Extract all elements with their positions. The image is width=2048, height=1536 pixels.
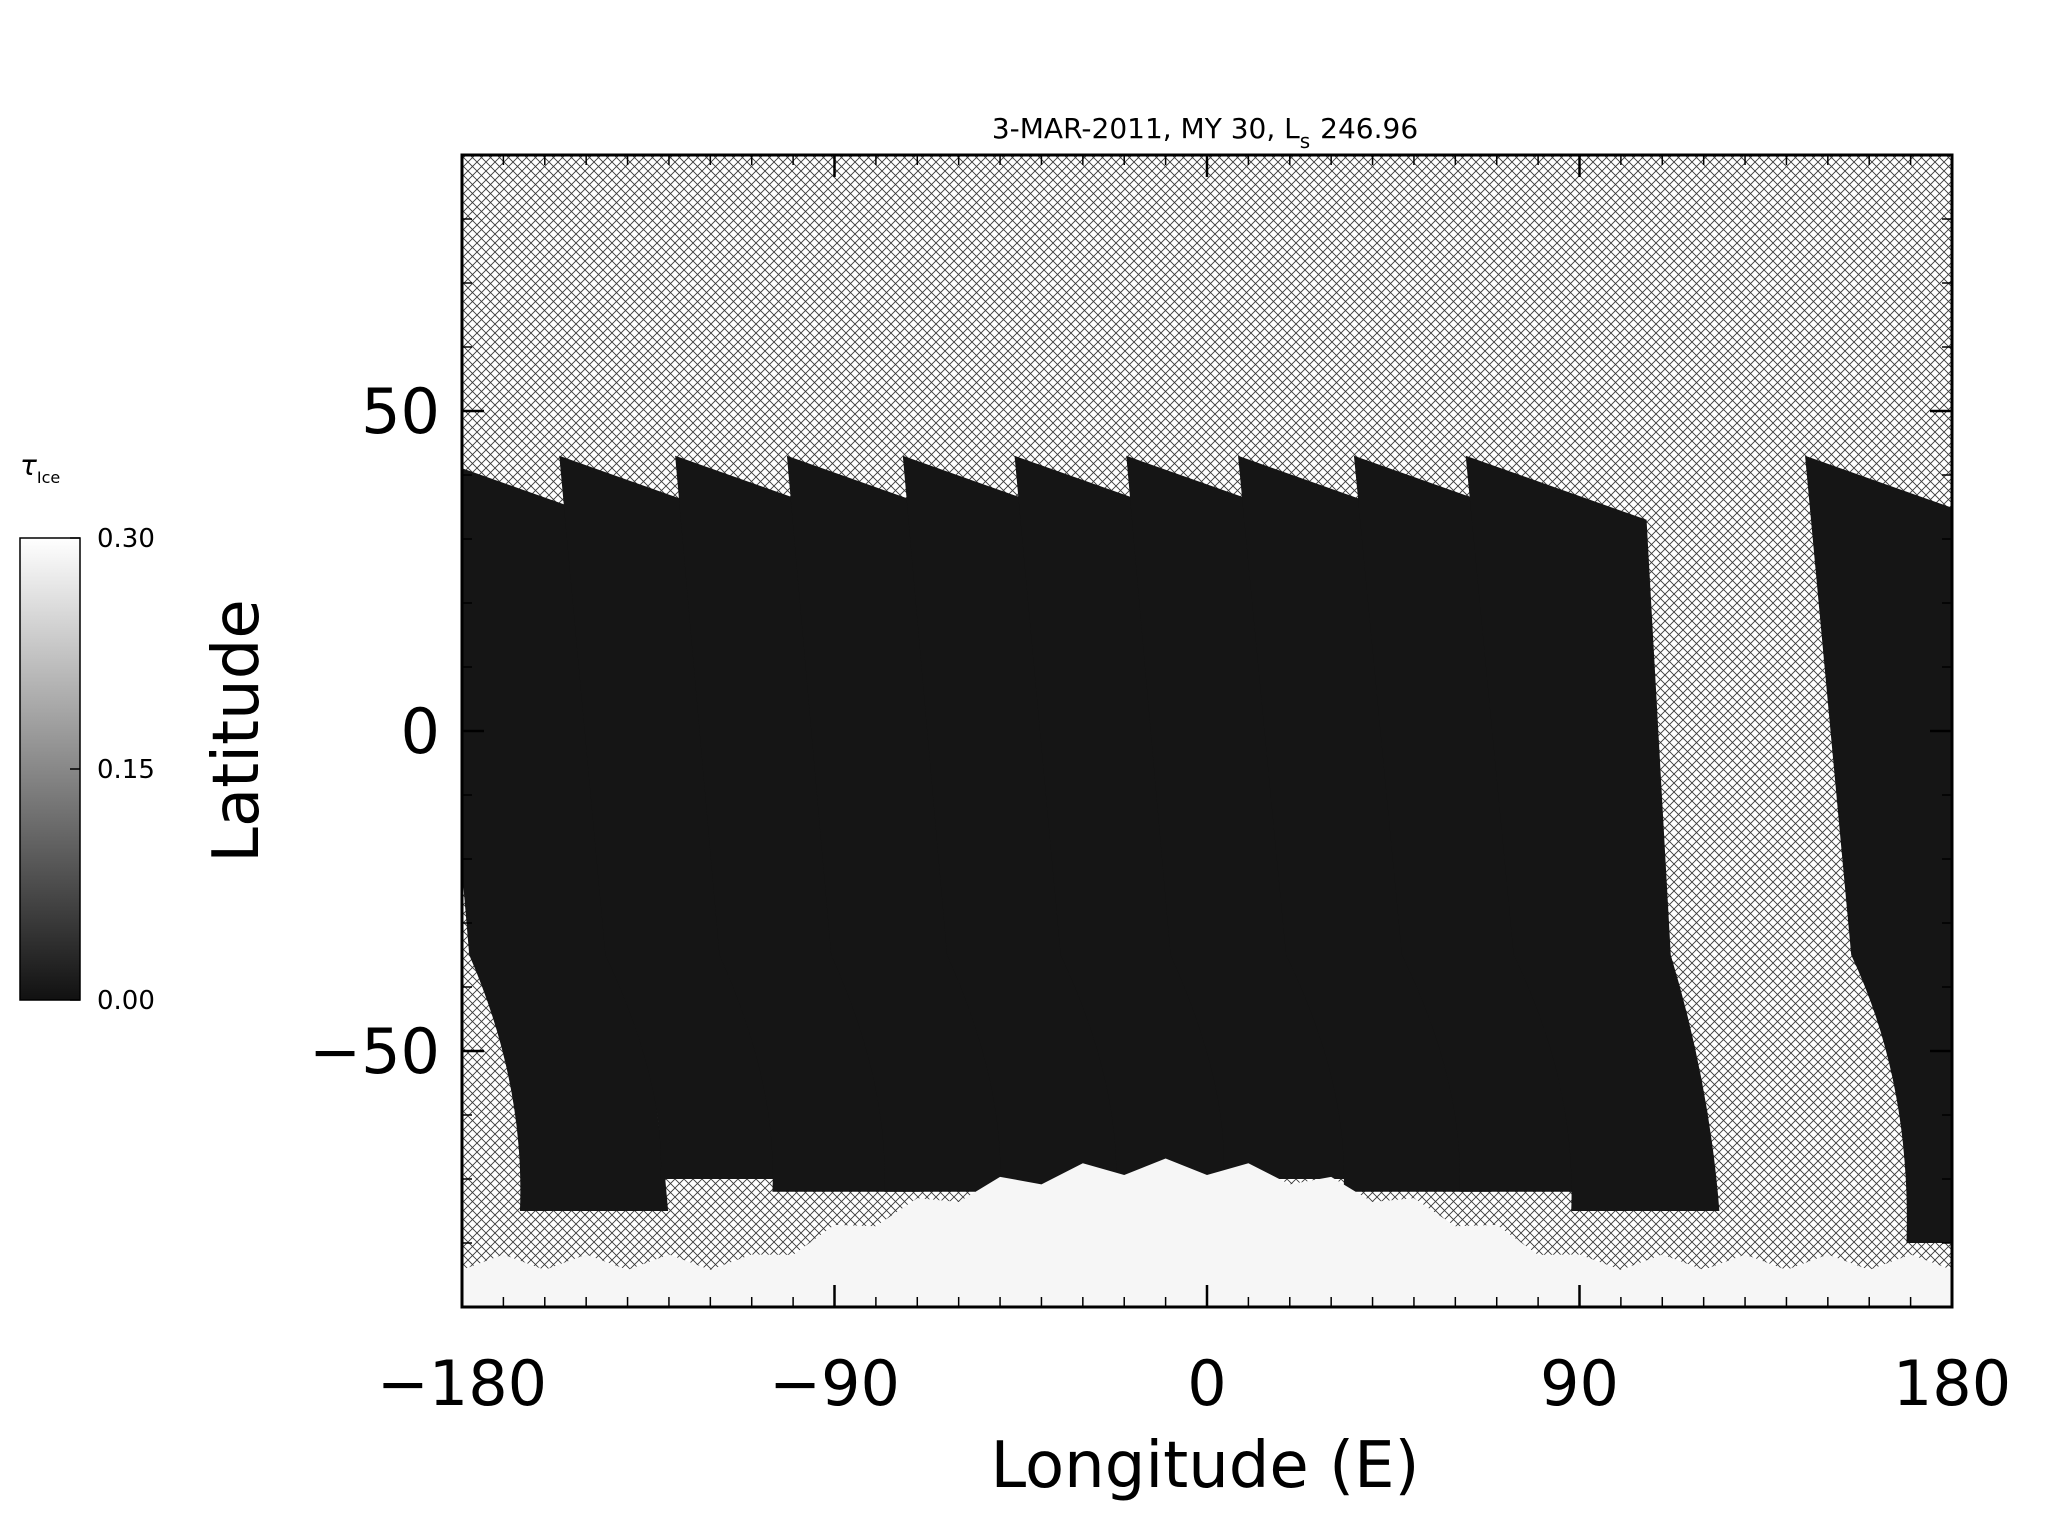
x-tick-label: −180 [377, 1347, 547, 1420]
y-axis-label: Latitude [200, 599, 274, 862]
colorbar-label-subscript: Ice [37, 468, 60, 487]
chart-title-main: 3-MAR-2011, MY 30, L [992, 112, 1300, 145]
x-tick-label: 90 [1540, 1347, 1619, 1420]
colorbar-tick-label: 0.00 [97, 986, 155, 1016]
swath-1 [462, 468, 669, 1211]
chart-title-value: 246.96 [1320, 112, 1418, 145]
x-tick-labels: −180 −90 0 90 180 [377, 1347, 2011, 1420]
colorbar-label: τIce [20, 449, 60, 487]
x-tick-label: 180 [1893, 1347, 2011, 1420]
colorbar-tick-label: 0.30 [97, 524, 155, 554]
polar-ice-layer [462, 1158, 1952, 1307]
swath-layer [462, 455, 1952, 1243]
colorbar-tick-label: 0.15 [97, 755, 155, 785]
y-tick-label: 0 [401, 695, 440, 768]
plot-frame [460, 153, 1954, 1309]
y-tick-label: 50 [361, 375, 440, 448]
colorbar-label-symbol: τ [20, 449, 37, 482]
swath-10 [1465, 455, 1720, 1211]
y-tick-label: −50 [309, 1015, 440, 1088]
x-tick-label: −90 [769, 1347, 900, 1420]
x-axis-label: Longitude (E) [990, 1429, 1419, 1503]
polar-ice-region [462, 1158, 1952, 1307]
plot-area [462, 155, 1952, 1307]
colorbar: τIce 0.00 0.15 0.30 [19, 449, 155, 1016]
x-tick-label: 0 [1187, 1347, 1226, 1420]
chart-title-subscript: s [1300, 129, 1310, 153]
chart-title: 3-MAR-2011, MY 30, Ls 246.96 [992, 112, 1418, 153]
y-tick-labels: −50 0 50 [309, 375, 440, 1088]
swath-11 [1805, 455, 1952, 1243]
colorbar-ticks: 0.00 0.15 0.30 [70, 524, 155, 1016]
